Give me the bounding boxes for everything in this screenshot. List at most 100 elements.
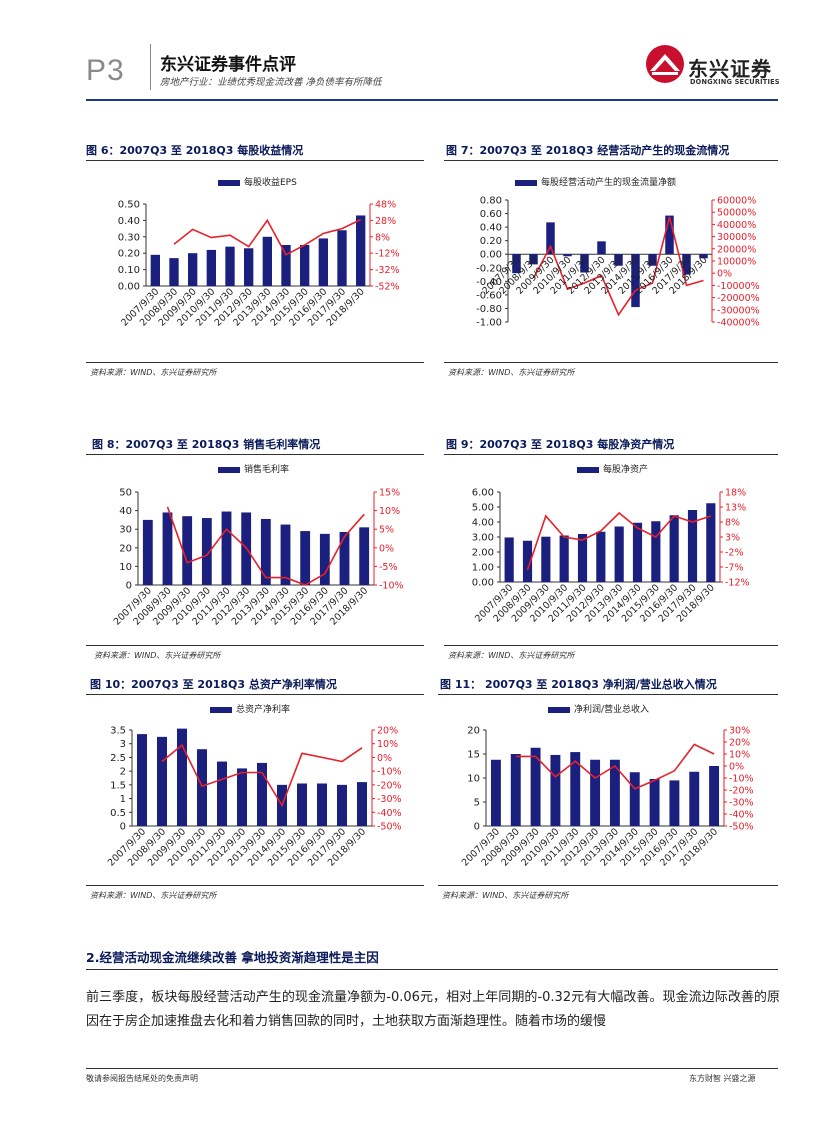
figure-title-rule (86, 160, 424, 161)
left-tick-label: 0.60 (480, 209, 502, 220)
figure-8-chart: 0 10 20 30 40 50 -10% -5% 0% 5% 10% 15% 2007/9/30 200… (86, 480, 424, 645)
bar (590, 759, 601, 826)
bar (504, 537, 514, 582)
figure-title-rule (438, 694, 778, 695)
right-tick-label: 30% (729, 726, 750, 737)
bar (631, 254, 640, 308)
bar (297, 783, 307, 826)
legend-swatch (210, 706, 232, 713)
left-tick-label: 0 (126, 581, 132, 592)
right-tick-label: 50000% (717, 208, 756, 219)
figure-source: 资料来源：WIND、东兴证券研究所 (90, 891, 217, 900)
bar (225, 246, 235, 286)
right-tick-label: 13% (725, 503, 746, 514)
left-tick-label: 0.00 (118, 282, 140, 293)
legend-swatch (577, 466, 599, 473)
dongxing-logo-icon (644, 44, 686, 88)
figure-source-rule (438, 885, 778, 886)
bar (157, 736, 167, 826)
right-tick-label: -52% (375, 282, 400, 293)
left-tick-label: 3.00 (472, 533, 494, 544)
left-tick-label: 15 (467, 750, 480, 761)
figure-source-rule (86, 645, 424, 646)
bar (563, 254, 572, 257)
page-number: P3 (86, 54, 125, 87)
bar (150, 254, 160, 286)
legend-label: 每股净资产 (603, 465, 649, 475)
right-tick-label: 10% (729, 750, 750, 761)
left-tick-label: -0.60 (476, 290, 502, 301)
chart-legend: 总资产净利率 (210, 702, 290, 715)
figure-source-rule (444, 362, 778, 363)
bar (597, 241, 606, 255)
figure-title: 图 7：2007Q3 至 2018Q3 经营活动产生的现金流情况 (446, 144, 730, 157)
footer-rule (86, 1068, 778, 1069)
left-tick-label: 20 (467, 726, 480, 737)
bar (709, 766, 720, 826)
left-tick-label: 30 (119, 525, 132, 536)
right-tick-label: -50% (729, 822, 754, 833)
figure-source: 资料来源：WIND、东兴证券研究所 (94, 651, 221, 660)
left-tick-label: -0.40 (476, 277, 502, 288)
left-tick-label: 3.5 (110, 726, 126, 737)
logo-text-cn: 东兴证券 (688, 57, 772, 81)
right-tick-label: -40% (377, 808, 402, 819)
right-tick-label: -50% (377, 822, 402, 833)
bar (490, 759, 501, 826)
bar (162, 512, 173, 585)
figure-title-rule (444, 454, 778, 455)
figure-source-rule (86, 885, 424, 886)
bar (577, 534, 588, 582)
right-tick-label: 5% (379, 525, 394, 536)
body-paragraph: 前三季度，板块每股经营活动产生的现金流量净额为-0.06元，相对上年同期的-0.… (86, 990, 780, 1029)
right-tick-label: 15% (379, 488, 400, 499)
bar (609, 759, 620, 826)
right-tick-label: 60000% (717, 196, 756, 207)
figure-source: 资料来源：WIND、东兴证券研究所 (448, 651, 575, 660)
right-tick-label: 0% (717, 269, 732, 280)
left-tick-label: 2.00 (472, 548, 494, 559)
right-tick-label: 18% (725, 488, 746, 499)
bar (706, 503, 716, 582)
right-tick-label: 0% (729, 762, 744, 773)
bar (337, 230, 347, 286)
bar (530, 747, 541, 826)
right-tick-label: -40% (729, 810, 754, 821)
bar (541, 536, 551, 582)
bar (529, 254, 538, 265)
bar (357, 782, 367, 826)
bar (665, 215, 674, 255)
bar (651, 521, 661, 582)
header-rule (86, 99, 778, 101)
right-tick-label: -40000% (717, 318, 760, 329)
growth-line (161, 743, 363, 808)
bar (221, 511, 232, 585)
bar (142, 519, 153, 585)
chart-legend: 每股收益EPS (218, 175, 297, 188)
right-tick-label: -10% (379, 581, 404, 592)
bar (687, 510, 698, 582)
left-tick-label: 5.00 (472, 503, 494, 514)
bar (339, 531, 350, 585)
growth-line (515, 743, 715, 790)
figure-11-chart: 0 5 10 15 20 -50% -40% -30% -20% -10% 0% 10% 20% 30% 2… (438, 720, 778, 885)
bar (648, 254, 657, 266)
right-tick-label: -12% (725, 578, 750, 589)
left-tick-label: 0.80 (480, 196, 502, 207)
right-tick-label: 10% (377, 739, 398, 750)
left-tick-label: 40 (119, 506, 132, 517)
bar (512, 254, 521, 274)
section-rule (86, 969, 778, 970)
growth-line (526, 511, 712, 571)
bar (262, 236, 272, 286)
chart-legend: 每股净资产 (577, 462, 648, 475)
figure-6-chart: 0.00 0.10 0.20 0.30 0.40 0.50 -52% -32% -12% 8% 28… (86, 190, 424, 360)
bar (614, 254, 623, 266)
left-tick-label: 1 (120, 794, 126, 805)
right-tick-label: -20% (729, 786, 754, 797)
left-tick-label: 0 (120, 822, 126, 833)
right-tick-label: -2% (725, 548, 744, 559)
chart-legend: 净利润/营业总收入 (548, 702, 649, 715)
chart-legend: 每股经营活动产生的现金流量净额 (515, 175, 676, 188)
figure-title: 图 8：2007Q3 至 2018Q3 销售毛利率情况 (92, 438, 321, 451)
